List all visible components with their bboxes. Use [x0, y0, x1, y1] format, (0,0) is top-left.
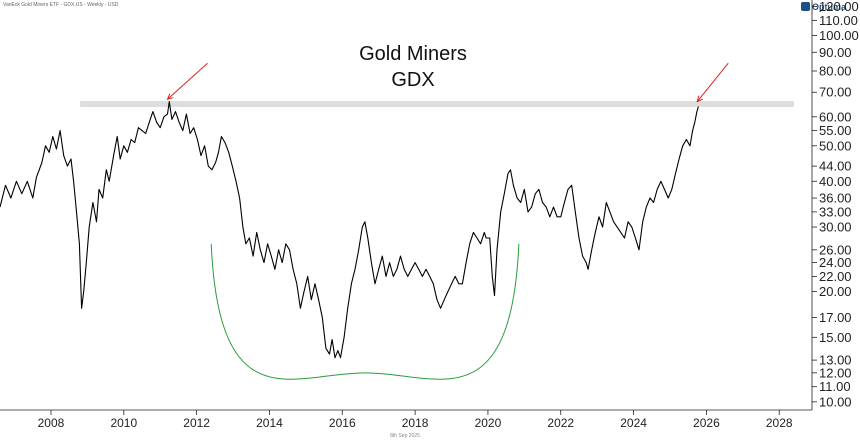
brand-logo: Optuma — [801, 2, 847, 12]
y-tick-label: 90.00 — [819, 45, 852, 60]
price-series-line — [0, 101, 699, 359]
y-tick-label: 36.00 — [819, 191, 852, 206]
date-stamp: 8th Sep 2025 — [390, 433, 420, 439]
y-tick-label: 120.00 — [819, 0, 859, 14]
x-tick-label: 2026 — [693, 416, 720, 430]
y-tick-label: 30.00 — [819, 220, 852, 235]
peak-arrow-1 — [167, 62, 208, 100]
y-tick-label: 110.00 — [819, 13, 858, 28]
x-tick-label: 2014 — [256, 416, 283, 430]
y-tick-label: 15.00 — [819, 330, 852, 345]
x-tick-label: 2016 — [329, 416, 356, 430]
x-tick-label: 2028 — [766, 416, 793, 430]
y-tick-label: 40.00 — [819, 174, 852, 189]
x-tick-label: 2010 — [110, 416, 137, 430]
y-tick-label: 10.00 — [819, 394, 852, 409]
y-tick-label: 44.00 — [819, 159, 852, 174]
y-tick-label: 17.00 — [819, 310, 852, 325]
x-tick-label: 2022 — [547, 416, 574, 430]
peak-arrow-head-1 — [166, 93, 174, 100]
y-tick-label: 50.00 — [819, 138, 852, 153]
y-tick-label: 100.00 — [819, 28, 859, 43]
x-tick-label: 2020 — [475, 416, 502, 430]
y-tick-label: 70.00 — [819, 85, 852, 100]
y-tick-label: 33.00 — [819, 204, 852, 219]
y-tick-label: 22.00 — [819, 269, 852, 284]
x-tick-label: 2024 — [620, 416, 647, 430]
y-tick-label: 11.00 — [819, 379, 851, 394]
x-tick-label: 2018 — [402, 416, 429, 430]
x-tick-label: 2012 — [183, 416, 210, 430]
y-tick-label: 55.00 — [819, 123, 852, 138]
peak-arrow-2 — [696, 62, 729, 102]
rounded-bottom-arc — [210, 243, 520, 380]
brand-name: Optuma — [812, 2, 847, 12]
y-tick-label: 13.00 — [819, 353, 852, 368]
chart-source-line: VanEck Gold Miners ETF - GDX.US - Weekly… — [3, 2, 119, 8]
y-tick-label: 20.00 — [819, 284, 852, 299]
peak-arrow-head-2 — [696, 95, 703, 103]
optuma-logo-icon — [801, 2, 810, 11]
x-tick-label: 2008 — [38, 416, 65, 430]
resistance-band — [80, 101, 794, 108]
x-axis-ticks: 2008 2010 2012 2014 2016 2018 2020 2022 2024 2026… — [38, 410, 793, 430]
chart-subtitle: GDX — [391, 69, 434, 91]
chart-title: Gold Miners — [359, 43, 467, 65]
y-tick-label: 26.00 — [819, 242, 852, 257]
peak-arrows — [166, 62, 729, 103]
y-tick-label: 24.00 — [819, 255, 852, 270]
y-tick-label: 12.00 — [819, 365, 852, 380]
y-tick-label: 60.00 — [819, 109, 852, 124]
y-tick-label: 80.00 — [819, 64, 852, 79]
